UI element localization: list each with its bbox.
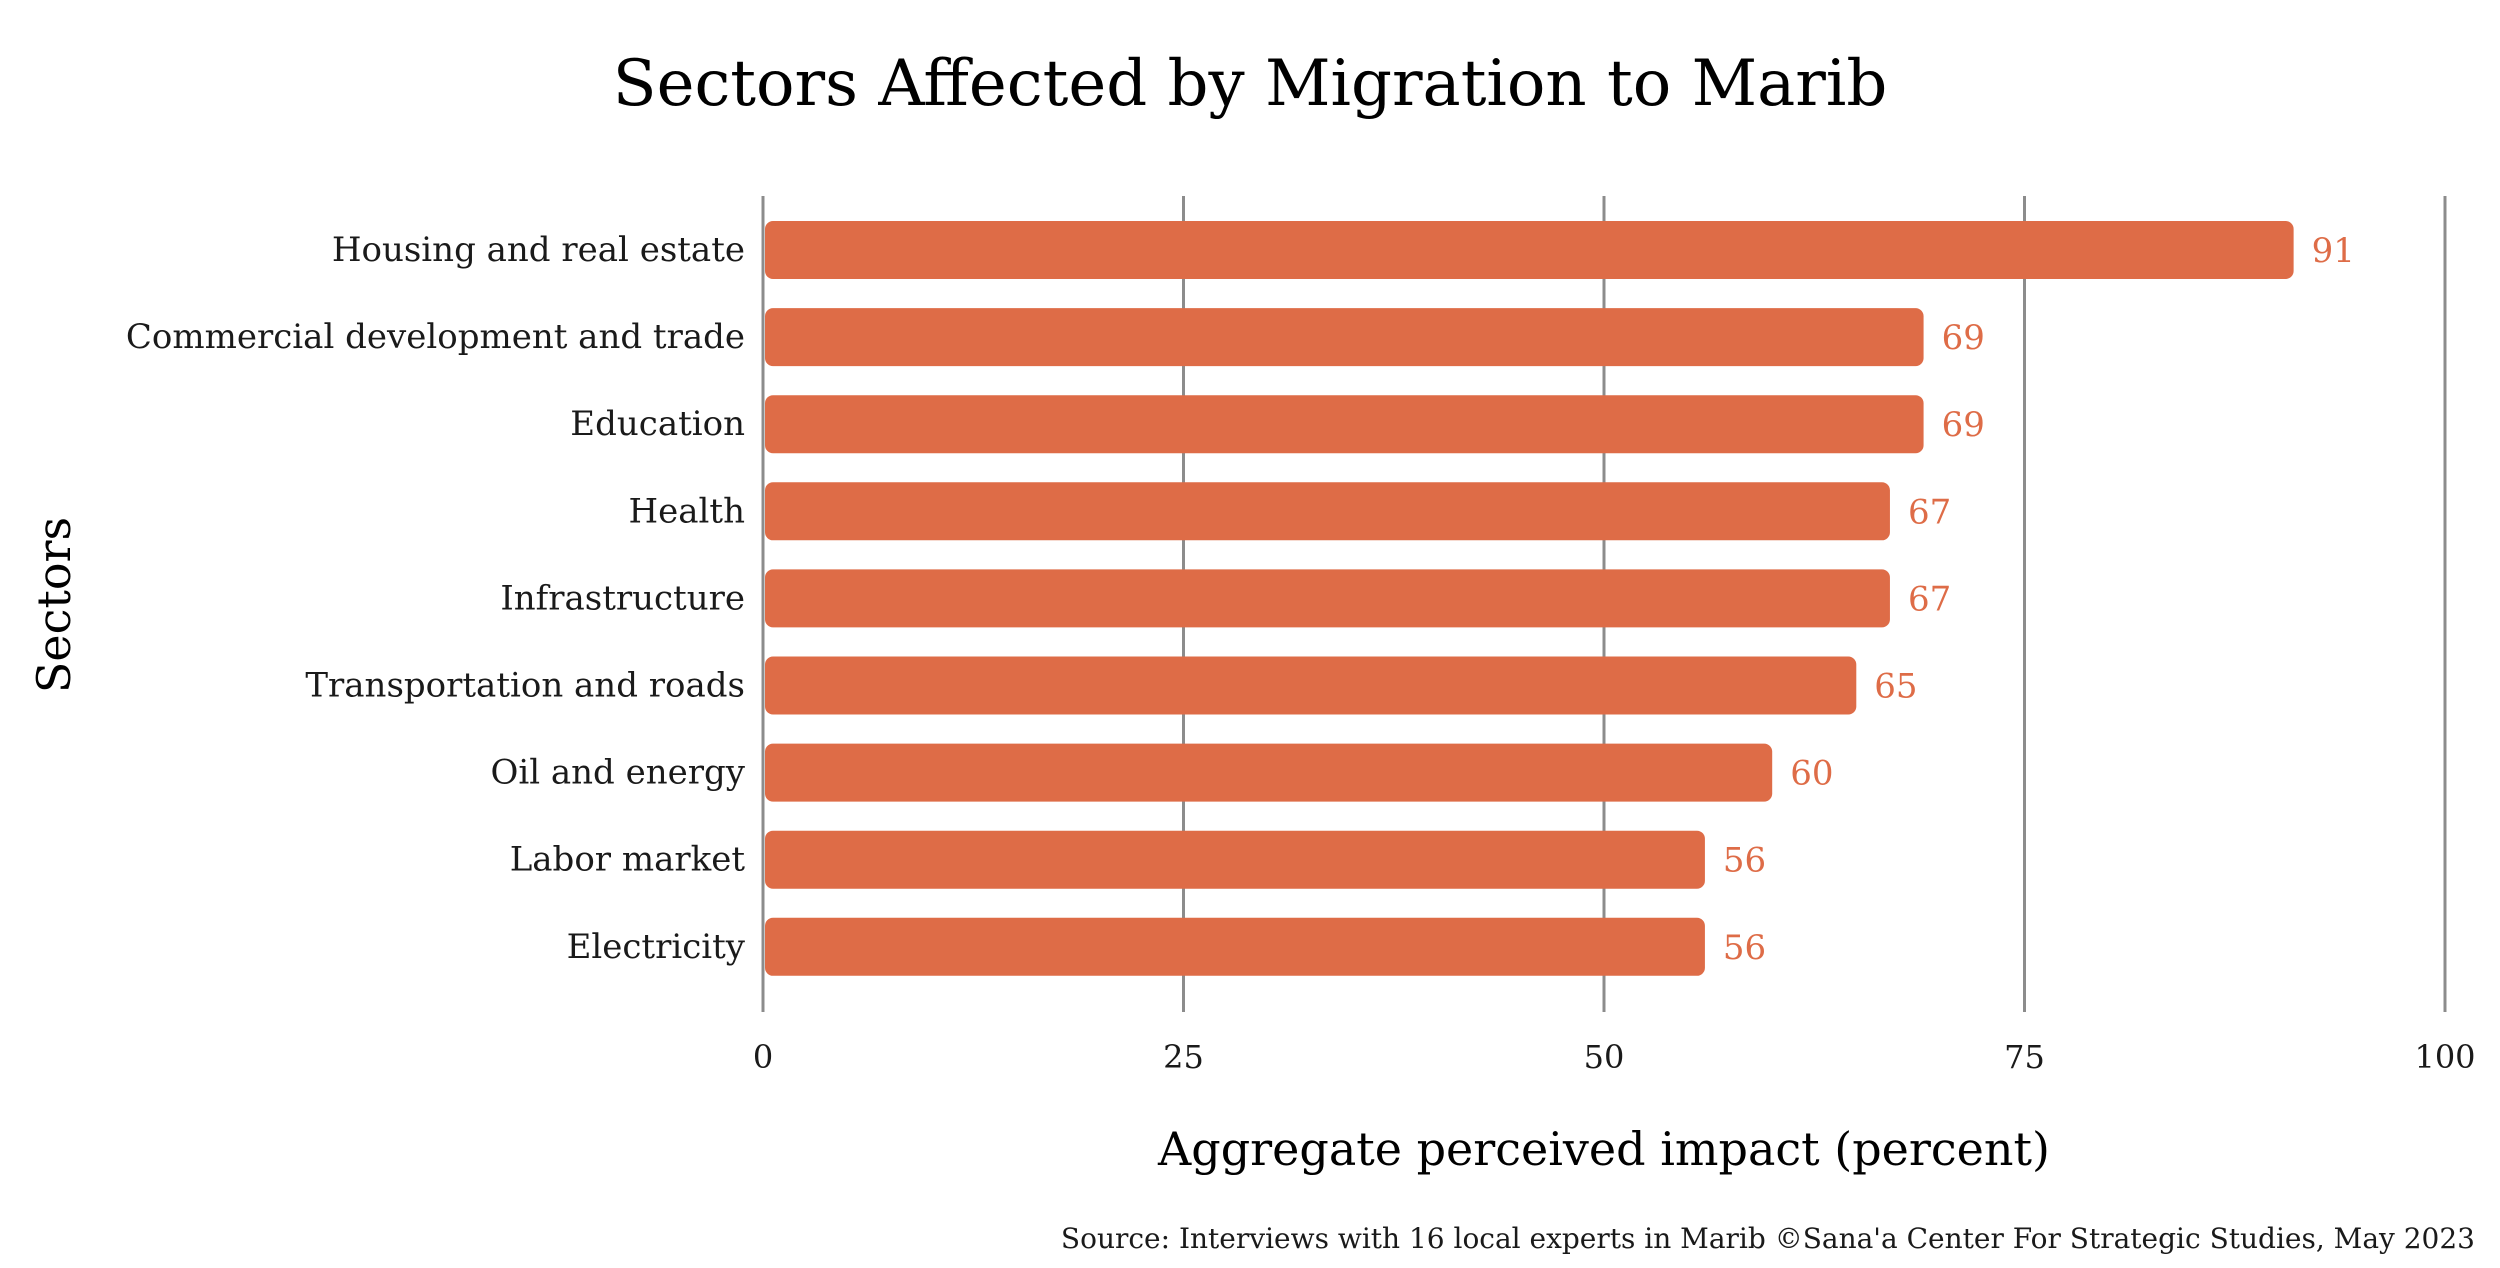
bar-1 bbox=[765, 308, 1924, 367]
value-label-5: 65 bbox=[1874, 667, 1917, 707]
x-axis-title: Aggregate perceived impact (percent) bbox=[1157, 1122, 2050, 1176]
category-label-2: Education bbox=[570, 404, 745, 444]
x-tick-label-75: 75 bbox=[2004, 1038, 2045, 1076]
x-tick-label-100: 100 bbox=[2414, 1038, 2475, 1076]
bar-0 bbox=[765, 221, 2294, 279]
bar-6 bbox=[765, 743, 1773, 802]
value-label-0: 91 bbox=[2312, 231, 2355, 271]
category-labels: Housing and real estate Commercial develo… bbox=[126, 230, 746, 967]
value-label-3: 67 bbox=[1908, 492, 1951, 532]
source-note: Source: Interviews with 16 local experts… bbox=[1061, 1222, 2475, 1255]
category-label-8: Electricity bbox=[567, 927, 746, 967]
x-tick-label-0: 0 bbox=[753, 1038, 773, 1076]
category-label-3: Health bbox=[629, 491, 745, 531]
bar-8 bbox=[765, 917, 1705, 976]
y-axis-title: Sectors bbox=[27, 517, 81, 693]
bar-2 bbox=[765, 395, 1924, 454]
x-tick-label-50: 50 bbox=[1584, 1038, 1625, 1076]
value-label-2: 69 bbox=[1942, 405, 1985, 445]
category-label-0: Housing and real estate bbox=[332, 230, 745, 270]
category-label-6: Oil and energy bbox=[490, 753, 745, 793]
bar-4 bbox=[765, 569, 1890, 628]
x-tick-label-25: 25 bbox=[1163, 1038, 1204, 1076]
value-label-1: 69 bbox=[1942, 318, 1985, 358]
bar-5 bbox=[765, 656, 1857, 715]
value-label-6: 60 bbox=[1790, 754, 1833, 794]
category-label-7: Labor market bbox=[510, 840, 746, 880]
value-label-7: 56 bbox=[1723, 841, 1766, 881]
bars bbox=[765, 221, 2294, 976]
category-label-5: Transportation and roads bbox=[305, 666, 745, 706]
category-label-4: Infrastructure bbox=[500, 578, 745, 618]
value-labels: 91 69 69 67 67 65 60 56 56 bbox=[1723, 231, 2355, 968]
bar-7 bbox=[765, 830, 1705, 889]
value-label-4: 67 bbox=[1908, 579, 1951, 619]
value-label-8: 56 bbox=[1723, 928, 1766, 968]
category-label-1: Commercial development and trade bbox=[126, 317, 745, 357]
bar-3 bbox=[765, 482, 1890, 541]
chart-title: Sectors Affected by Migration to Marib bbox=[613, 47, 1888, 121]
x-tick-labels: 0 25 50 75 100 bbox=[753, 1038, 2476, 1076]
